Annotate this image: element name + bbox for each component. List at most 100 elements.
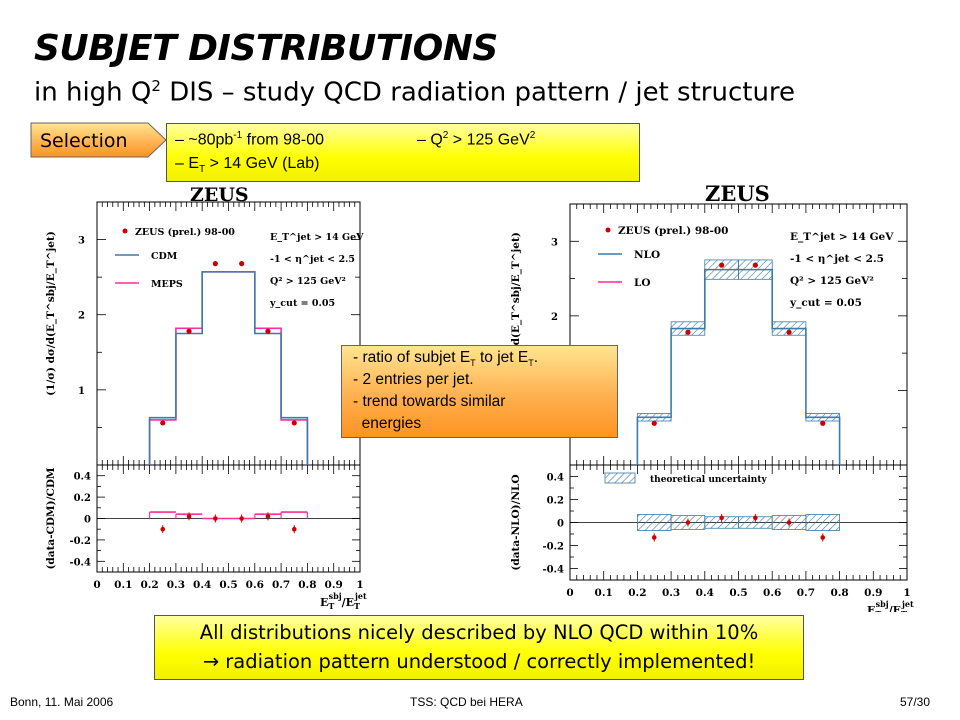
x-tick-label: 0.4	[696, 587, 714, 599]
legend-series1-label: NLO	[634, 249, 660, 261]
selection-line-lumi: – ~80pb-1 from 98-00	[175, 130, 324, 149]
x-tick-label: 0.7	[272, 579, 290, 591]
cut-label: Q² > 125 GeV²	[270, 276, 346, 287]
x-tick-label: 0.4	[193, 579, 211, 591]
ratio-y-tick-label: 0	[84, 515, 91, 526]
selection-label: Selection	[40, 130, 128, 152]
x-tick-label: 0.2	[628, 587, 646, 599]
cut-label: y_cut = 0.05	[789, 297, 862, 310]
ratio-y-tick-label: -0.4	[542, 565, 564, 576]
ratio-y-tick-label: 0.2	[74, 493, 91, 504]
ratio-y-tick-label: 0	[557, 519, 564, 530]
data-point	[786, 329, 792, 335]
legend-series1-label: CDM	[151, 251, 178, 262]
ratio-theory-band-bin	[805, 514, 840, 531]
selection-line-et: – ET > 14 GeV (Lab)	[175, 155, 320, 176]
slide-title: SUBJET DISTRIBUTIONS	[34, 28, 498, 69]
x-tick-label: 0.6	[246, 579, 264, 591]
zeus-logo: ZEUS	[190, 184, 249, 206]
ratio-y-tick-label: -0.2	[542, 542, 564, 553]
annotation-line-2: - 2 entries per jet.	[353, 371, 474, 388]
selection-criteria-box: – ~80pb-1 from 98-00 – Q2 > 125 GeV2 – E…	[166, 123, 640, 182]
data-point	[719, 262, 725, 268]
legend-data-marker	[605, 227, 611, 233]
selection-arrow-shape	[30, 122, 167, 158]
main-y-axis-label: (1/σ) dσ/d(E_T^sbj/E_T^jet)	[45, 231, 58, 396]
data-point	[160, 420, 166, 426]
zeus-logo: ZEUS	[705, 182, 770, 206]
ratio-legend-label: theoretical uncertainty	[650, 475, 767, 485]
main-y-tick-label: 3	[551, 237, 558, 248]
data-point	[265, 328, 271, 334]
ratio-y-tick-label: -0.2	[69, 536, 91, 547]
ratio-y-axis-label: (data-CDM)/CDM	[45, 467, 57, 569]
x-tick-label: 0.9	[864, 587, 882, 599]
x-tick-label: 0.3	[167, 579, 185, 591]
ratio-y-tick-label: 0.4	[74, 472, 91, 483]
x-axis-label: ETsbj/ETjet	[320, 591, 367, 611]
data-point	[752, 262, 758, 268]
cut-label: Q² > 125 GeV²	[790, 275, 874, 287]
selection-line-q2: – Q2 > 125 GeV2	[417, 130, 536, 149]
x-axis-label: ETsbj/ETjet	[867, 599, 914, 612]
x-tick-label: 0.3	[662, 587, 680, 599]
conclusion-box: All distributions nicely described by NL…	[154, 615, 804, 680]
cut-label: E_T^jet > 14 GeV	[270, 232, 364, 243]
x-tick-label: 0	[566, 587, 573, 599]
x-tick-label: 0.6	[763, 587, 781, 599]
data-point	[212, 261, 218, 267]
x-tick-label: 0.9	[325, 579, 343, 591]
slide-subtitle: in high Q2 DIS – study QCD radiation pat…	[34, 77, 796, 108]
footer-date: Bonn, 11. Mai 2006	[10, 695, 114, 709]
x-tick-label: 0.8	[830, 587, 848, 599]
conclusion-line-2: → radiation pattern understood / correct…	[202, 650, 756, 673]
cdm-histogram	[148, 271, 309, 465]
cut-label: E_T^jet > 14 GeV	[790, 231, 894, 244]
x-tick-label: 0.7	[797, 587, 815, 599]
legend-data-label: ZEUS (prel.) 98-00	[135, 227, 235, 238]
data-point	[186, 328, 192, 334]
footer-title: TSS: QCD bei HERA	[410, 695, 523, 709]
x-tick-label: 0.5	[219, 579, 237, 591]
ratio-y-tick-label: 0.2	[547, 496, 564, 507]
main-y-tick-label: 2	[551, 312, 558, 323]
legend-data-marker	[122, 228, 128, 234]
cut-label: y_cut = 0.05	[269, 298, 335, 309]
x-tick-label: 1	[356, 579, 363, 591]
ratio-y-axis-label: (data-NLO)/NLO	[510, 474, 522, 570]
x-tick-label: 0.1	[114, 579, 132, 591]
main-y-tick-label: 1	[78, 386, 85, 397]
right-subjet-plot: 1230.40.20-0.2-0.400.10.20.30.40.50.60.7…	[510, 182, 914, 612]
annotation-line-1: - ratio of subjet ET to jet ET.	[353, 349, 539, 369]
ratio-theory-band-bin	[636, 514, 672, 531]
annotation-box: - ratio of subjet ET to jet ET. - 2 entr…	[341, 345, 618, 438]
legend-series2-label: LO	[634, 277, 651, 289]
annotation-line-3: - trend towards similar	[353, 393, 506, 410]
footer-page: 57/30	[900, 695, 931, 709]
main-frame	[569, 203, 908, 466]
data-point	[239, 261, 245, 267]
x-tick-label: 1	[903, 587, 910, 599]
conclusion-line-1: All distributions nicely described by NL…	[199, 621, 759, 644]
x-tick-label: 0.8	[298, 579, 316, 591]
main-y-tick-label: 3	[78, 236, 85, 247]
x-tick-label: 0.2	[140, 579, 158, 591]
main-y-tick-label: 2	[78, 311, 85, 322]
cut-label: -1 < η^jet < 2.5	[270, 254, 355, 265]
ratio-y-tick-label: -0.4	[69, 557, 91, 568]
legend-data-label: ZEUS (prel.) 98-00	[618, 225, 728, 237]
x-tick-label: 0	[93, 579, 100, 591]
cut-label: -1 < η^jet < 2.5	[790, 253, 884, 265]
legend-series2-label: MEPS	[151, 279, 183, 290]
annotation-line-4: energies	[353, 415, 422, 432]
ratio-legend-swatch	[604, 472, 636, 484]
data-point	[820, 420, 826, 426]
x-tick-label: 0.1	[595, 587, 613, 599]
x-tick-label: 0.5	[729, 587, 747, 599]
data-point	[685, 329, 691, 335]
data-point	[651, 420, 657, 426]
ratio-y-tick-label: 0.4	[547, 473, 564, 484]
data-point	[291, 420, 297, 426]
nlo-histogram	[636, 268, 841, 465]
